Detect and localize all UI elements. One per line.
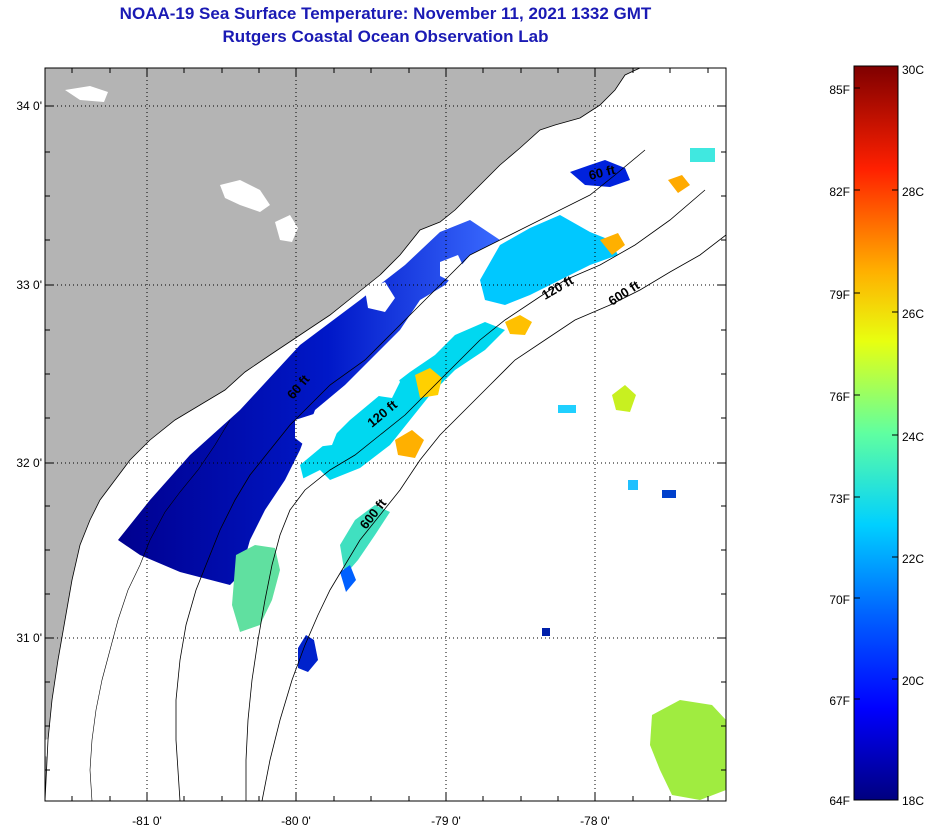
map-title: NOAA-19 Sea Surface Temperature: Novembe… [119,4,652,23]
land-cloud-4 [45,735,66,760]
lat-label-33: 33 0' [16,278,42,292]
cloud-gap-3 [295,412,340,448]
colorbar-label-f-3: 76F [829,390,850,404]
colorbar-label-f-7: 64F [829,794,850,808]
gulfstream-edge-water [340,505,390,575]
cold-pocket-north [570,160,630,187]
colorbar-label-c-5: 20C [902,674,924,688]
colorbar [853,65,899,801]
colorbar-label-c-4: 22C [902,552,924,566]
outer-shelf-blue [340,565,356,592]
offshore-patch-se [650,700,726,800]
warm-patch-5 [668,175,690,193]
land-cloud-2 [275,215,298,242]
shelf-water-south [232,545,280,632]
colorbar-label-c-1: 28C [902,185,924,199]
land-cloud-3 [65,86,108,102]
warm-patch-2 [395,430,424,458]
map-frame [44,67,727,802]
cloud-gap-2 [370,365,400,398]
lat-label-32: 32 0' [16,456,42,470]
warm-patch-1 [415,368,442,398]
offshore-speck-3 [558,405,576,413]
offshore-patch-east [612,385,636,412]
contour-label-60ft-north: 60 ft [587,162,617,183]
nearshore-cold-water [118,220,500,585]
lon-label-81: -81 0' [132,814,162,828]
colorbar-label-c-6: 18C [902,794,924,808]
colorbar-ticks [854,87,898,700]
lon-label-79: -79 0' [431,814,461,828]
warm-patch-4 [600,233,625,255]
land-mass [45,68,640,801]
offshore-speck-5 [542,628,550,636]
warm-patch-3 [505,315,532,335]
colorbar-label-f-0: 85F [829,83,850,97]
frame-ticks [45,68,726,801]
lat-label-34: 34 0' [16,99,42,113]
coastline [45,68,641,801]
lon-label-80: -80 0' [281,814,311,828]
colorbar-label-c-3: 24C [902,430,924,444]
cloud-gap-4 [440,255,465,282]
shelf-water-north [480,215,618,305]
lat-label-31: 31 0' [16,631,42,645]
cold-pocket-south [298,635,318,672]
graticule [45,68,726,801]
land-cloud-1 [220,180,270,212]
offshore-speck-2 [628,480,638,490]
colorbar-label-c-0: 30C [902,63,924,77]
colorbar-label-f-1: 82F [829,185,850,199]
contour-120ft [245,189,706,801]
offshore-speck-4 [690,148,715,162]
contour-600ft [261,234,726,801]
cloud-gap-1 [365,282,395,312]
colorbar-label-c-2: 26C [902,307,924,321]
colorbar-label-f-4: 73F [829,492,850,506]
coastline-marsh [89,419,231,801]
colorbar-label-f-2: 79F [829,288,850,302]
lon-label-78: -78 0' [580,814,610,828]
shelf-water-mid [300,322,505,485]
colorbar-label-f-5: 70F [829,593,850,607]
offshore-speck-1 [662,490,676,498]
map-subtitle: Rutgers Coastal Ocean Observation Lab [222,27,549,46]
contour-60ft [175,149,646,801]
colorbar-label-f-6: 67F [829,694,850,708]
